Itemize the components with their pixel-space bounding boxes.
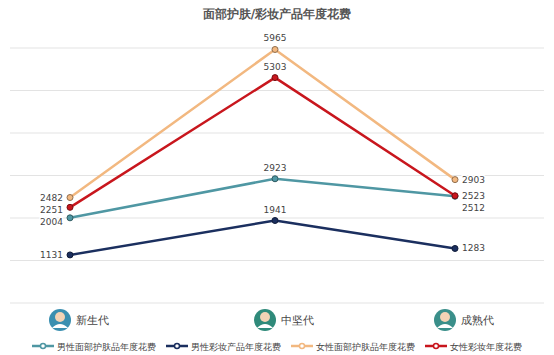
marker — [272, 218, 278, 224]
category-icon — [254, 309, 276, 331]
marker — [67, 204, 73, 210]
data-label: 2512 — [462, 203, 485, 213]
series-line — [70, 49, 455, 197]
marker — [272, 46, 278, 52]
chart: 面部护肤/彩妆产品年度花费 2004 1131 2482 2251 2923 1941 596… — [0, 0, 554, 355]
marker — [452, 193, 458, 199]
grid-line — [10, 133, 544, 134]
category-icon — [49, 309, 71, 331]
tick-label: 中坚代 — [281, 314, 314, 327]
data-label: 2004 — [40, 217, 63, 227]
legend-item: 女性彩妆年度花费 — [425, 342, 522, 352]
data-label: 5303 — [264, 62, 287, 72]
marker — [67, 215, 73, 221]
series-line — [70, 78, 455, 208]
data-label: 2482 — [40, 193, 63, 203]
legend: 男性面部护肤品年度花费 男性彩妆产品年度花费 女性面部护肤品年度花费 女性彩妆年度花费 — [32, 342, 522, 352]
grid-line — [10, 260, 544, 261]
data-label: 2923 — [264, 163, 287, 173]
legend-label: 女性彩妆年度花费 — [450, 342, 522, 352]
series-line — [70, 221, 455, 255]
data-label: 1941 — [264, 205, 287, 215]
series-group — [67, 46, 458, 257]
data-label: 2251 — [40, 205, 63, 215]
legend-label: 女性面部护肤品年度花费 — [316, 342, 415, 352]
marker — [67, 252, 73, 258]
data-label: 1283 — [462, 243, 485, 253]
marker — [272, 176, 278, 182]
legend-label: 男性面部护肤品年度花费 — [57, 342, 156, 352]
grid-line — [10, 90, 544, 91]
grid-line — [10, 303, 544, 304]
data-label: 1131 — [40, 250, 63, 260]
marker — [272, 75, 278, 81]
legend-item: 女性面部护肤品年度花费 — [291, 342, 415, 352]
marker — [452, 193, 458, 199]
legend-item: 男性面部护肤品年度花费 — [32, 342, 156, 352]
tick-label: 成熟代 — [461, 314, 494, 327]
marker — [67, 195, 73, 201]
title: 面部护肤/彩妆产品年度花费 — [202, 7, 351, 21]
legend-label: 男性彩妆产品年度花费 — [191, 342, 281, 352]
data-label: 2523 — [462, 191, 485, 201]
grid — [10, 48, 544, 303]
category-icon — [434, 309, 456, 331]
series-line — [70, 179, 455, 218]
data-labels: 2004 1131 2482 2251 2923 1941 5965 5303 2512 1283… — [40, 33, 485, 259]
marker — [452, 177, 458, 183]
marker — [452, 245, 458, 251]
data-label: 2903 — [462, 175, 485, 185]
data-label: 5965 — [264, 33, 287, 43]
tick-label: 新生代 — [76, 314, 109, 327]
legend-item: 男性彩妆产品年度花费 — [166, 342, 281, 352]
